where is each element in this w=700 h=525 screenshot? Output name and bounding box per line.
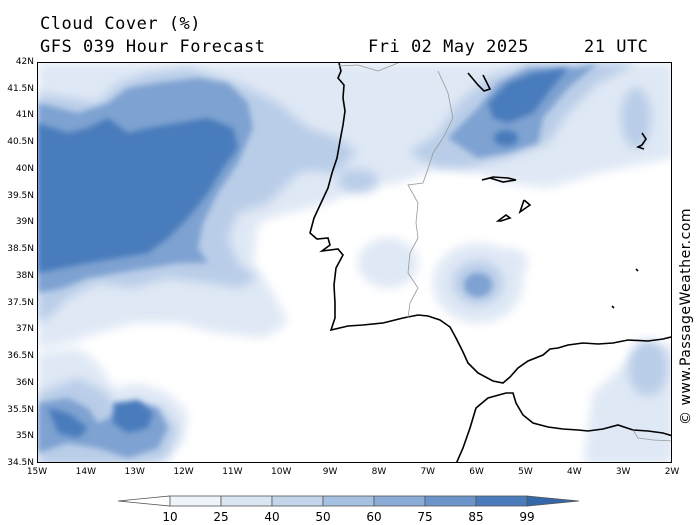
colorbar	[118, 495, 580, 507]
colorbar-segment	[118, 495, 171, 507]
colorbar-tick-label: 10	[162, 510, 178, 524]
lat-label: 36.5N	[7, 351, 34, 362]
borders	[338, 63, 671, 442]
lat-label: 36N	[15, 377, 34, 388]
valid-date: Fri 02 May 2025	[368, 37, 530, 57]
lon-label: 12W	[173, 467, 194, 477]
lat-label: 37N	[15, 324, 34, 335]
lat-label: 40N	[15, 163, 34, 174]
forecast-model-label: GFS 039 Hour Forecast	[40, 37, 266, 57]
colorbar-tick-label: 75	[417, 510, 433, 524]
lon-label: 11W	[222, 467, 243, 477]
lon-label: 10W	[271, 467, 292, 477]
valid-time: 21 UTC	[584, 37, 649, 57]
colorbar-segment	[220, 495, 273, 507]
colorbar-segment	[475, 495, 528, 507]
lat-label: 40.5N	[7, 137, 34, 148]
lon-label: 13W	[124, 467, 145, 477]
lon-label: 5W	[518, 467, 533, 477]
lat-label: 34.5N	[7, 458, 34, 468]
lat-label: 41.5N	[7, 83, 34, 94]
lon-label: 3W	[615, 467, 631, 477]
lon-label: 6W	[469, 467, 484, 477]
colorbar-segment	[424, 495, 477, 507]
colorbar-tick-label: 40	[264, 510, 280, 524]
lat-label: 35.5N	[7, 404, 34, 415]
cloud-cover-map	[37, 62, 672, 463]
map-title: Cloud Cover (%)	[40, 14, 202, 34]
colorbar-tick-label: 60	[366, 510, 382, 524]
lat-label: 39.5N	[7, 190, 34, 201]
lat-label: 41N	[15, 110, 34, 121]
colorbar-tick-label: 50	[315, 510, 331, 524]
cloud-cover-field	[38, 63, 671, 462]
colorbar-tick-label: 85	[468, 510, 484, 524]
lon-label: 4W	[566, 467, 582, 477]
lon-label: 9W	[322, 467, 338, 477]
lon-label: 7W	[420, 467, 436, 477]
colorbar-segment	[169, 495, 222, 507]
colorbar-segment	[526, 495, 580, 507]
lon-label: 8W	[371, 467, 387, 477]
colorbar-segment	[271, 495, 324, 507]
lat-label: 38.5N	[7, 244, 34, 255]
lat-label: 37.5N	[7, 297, 34, 308]
colorbar-segment	[373, 495, 426, 507]
lat-label: 42N	[15, 57, 34, 67]
colorbar-segment	[322, 495, 375, 507]
lon-label: 15W	[26, 467, 48, 477]
lon-label: 2W	[664, 467, 680, 477]
coastlines	[309, 63, 671, 462]
lat-label: 39N	[15, 217, 34, 228]
lat-label: 38N	[15, 270, 34, 281]
colorbar-tick-label: 25	[213, 510, 229, 524]
lon-label: 14W	[75, 467, 97, 477]
credit-text: © www.PassageWeather.com	[678, 207, 694, 425]
colorbar-tick-label: 99	[519, 510, 535, 524]
lat-label: 35N	[15, 431, 34, 442]
